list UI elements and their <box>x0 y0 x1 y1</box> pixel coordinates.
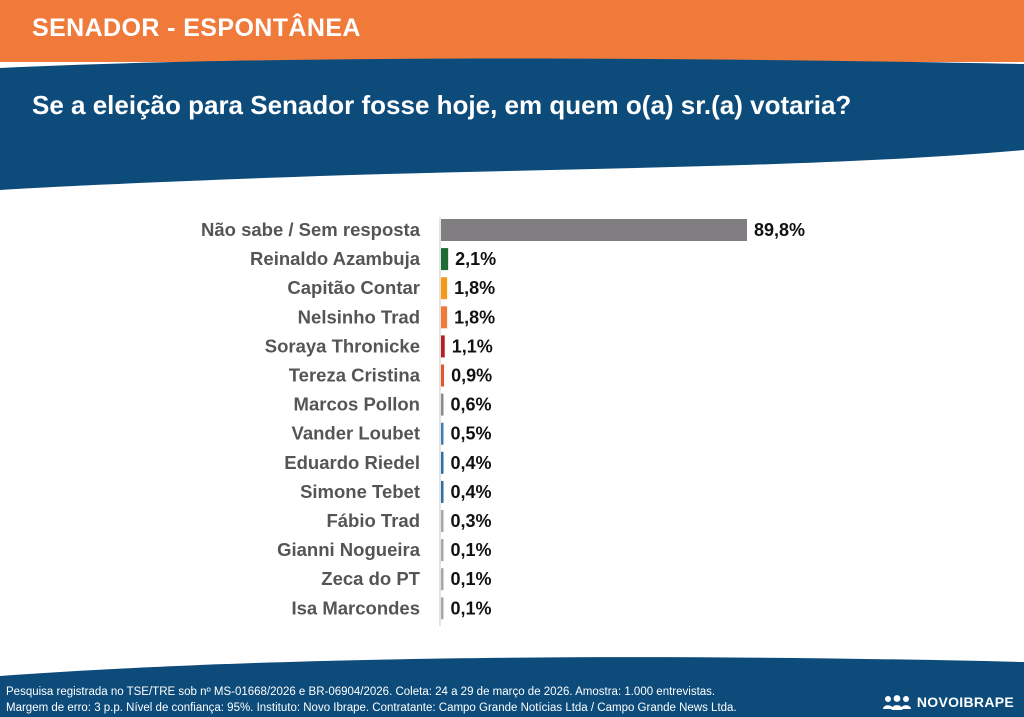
question-band-shape <box>0 58 1024 190</box>
question-band <box>0 58 1024 190</box>
value-label-3: 1,8% <box>454 307 495 327</box>
category-label-0: Não sabe / Sem resposta <box>201 219 421 240</box>
value-label-5: 0,9% <box>451 366 492 386</box>
value-label-6: 0,6% <box>451 395 492 415</box>
footer-band <box>0 657 1024 717</box>
footer-line-1: Pesquisa registrada no TSE/TRE sob nº MS… <box>6 686 716 698</box>
category-label-9: Simone Tebet <box>300 481 420 502</box>
value-label-2: 1,8% <box>454 278 495 298</box>
category-label-11: Gianni Nogueira <box>277 539 421 560</box>
bar-11 <box>441 539 444 562</box>
bar-12 <box>441 568 444 591</box>
footer-line-2: Margem de erro: 3 p.p. Nível de confianç… <box>6 702 737 714</box>
bar-5 <box>441 364 445 387</box>
bar-0 <box>441 219 747 241</box>
value-label-7: 0,5% <box>451 424 492 444</box>
bar-6 <box>441 393 444 416</box>
value-label-0: 89,8% <box>754 220 805 240</box>
novoibrape-logo: NOVOIBRAPE <box>882 694 1014 710</box>
category-label-5: Tereza Cristina <box>289 365 421 386</box>
category-label-2: Capitão Contar <box>287 277 420 298</box>
value-label-10: 0,3% <box>451 511 492 531</box>
bar-1 <box>441 248 449 271</box>
logo-text: NOVOIBRAPE <box>916 694 1014 710</box>
bar-3 <box>441 306 448 329</box>
bar-7 <box>441 422 444 445</box>
bar-13 <box>441 597 444 620</box>
top-header-band <box>0 0 1024 62</box>
category-label-10: Fábio Trad <box>326 510 420 531</box>
category-label-4: Soraya Thronicke <box>265 335 420 356</box>
category-label-3: Nelsinho Trad <box>298 306 420 327</box>
bar-10 <box>441 510 444 532</box>
category-label-8: Eduardo Riedel <box>284 452 420 473</box>
value-label-8: 0,4% <box>451 453 492 473</box>
footer-band-shape <box>0 657 1024 717</box>
survey-question: Se a eleição para Senador fosse hoje, em… <box>32 90 852 120</box>
category-label-7: Vander Loubet <box>292 423 421 444</box>
category-label-1: Reinaldo Azambuja <box>250 248 421 269</box>
category-label-12: Zeca do PT <box>321 568 420 589</box>
bar-4 <box>441 335 445 358</box>
value-label-4: 1,1% <box>452 336 493 356</box>
bar-2 <box>441 277 448 300</box>
bar-chart: Não sabe / Sem resposta 89,8% Reinaldo Aza… <box>201 217 805 627</box>
value-label-13: 0,1% <box>451 598 492 618</box>
people-group-icon <box>882 695 911 710</box>
page-title: SENADOR - ESPONTÂNEA <box>32 14 361 42</box>
value-label-11: 0,1% <box>451 540 492 560</box>
bar-9 <box>441 480 444 503</box>
value-label-1: 2,1% <box>455 249 496 269</box>
category-label-6: Marcos Pollon <box>294 394 420 415</box>
bar-8 <box>441 451 444 474</box>
value-label-9: 0,4% <box>451 482 492 502</box>
category-label-13: Isa Marcondes <box>291 597 420 618</box>
value-label-12: 0,1% <box>451 569 492 589</box>
footer-methodology: Pesquisa registrada no TSE/TRE sob nº MS… <box>6 684 866 716</box>
